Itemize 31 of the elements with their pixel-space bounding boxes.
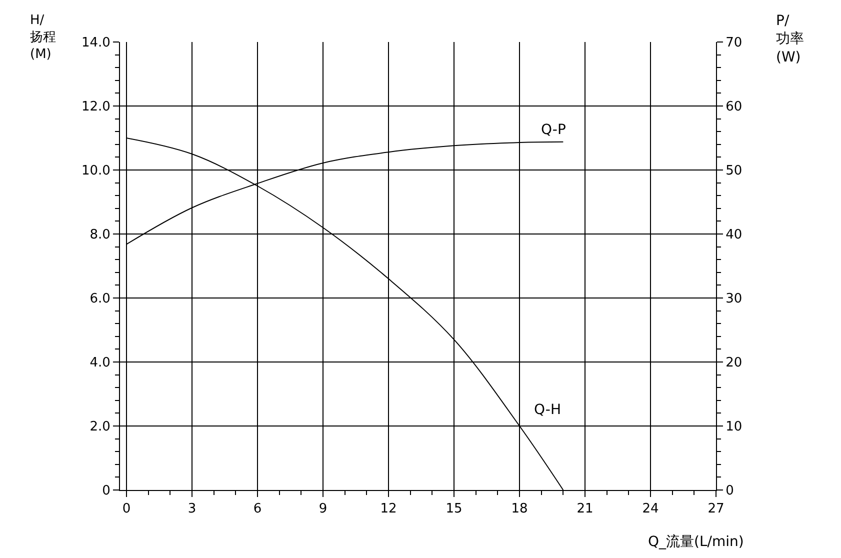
x-tick-label: 6	[253, 502, 262, 517]
y-tick-label: 4.0	[90, 356, 110, 371]
x-tick-label: 24	[642, 502, 659, 517]
y2-tick-label: 0	[726, 484, 734, 499]
y-tick-label: 0	[102, 484, 110, 499]
x-tick-label: 27	[708, 502, 724, 517]
y2-tick-label: 50	[726, 164, 742, 179]
y-axis-title: H/ 扬程 (M)	[30, 13, 56, 62]
x-tick-label: 9	[318, 502, 328, 517]
y-tick-label: 12.0	[81, 100, 110, 115]
x-tick-label: 12	[380, 502, 397, 517]
y2-tick-label: 60	[726, 100, 742, 115]
y-tick-label: 14.0	[81, 36, 110, 51]
x-axis-title: Q_流量(L/min)	[648, 534, 744, 550]
y-tick-label: 6.0	[90, 292, 110, 307]
y2-axis-title: P/ 功率 (W)	[776, 13, 804, 66]
y-tick-label: 2.0	[90, 420, 110, 435]
x-tick-label: 0	[122, 502, 131, 517]
x-tick-label: 21	[576, 502, 594, 517]
y-tick-label: 8.0	[90, 228, 110, 243]
y2-tick-label: 70	[726, 36, 742, 51]
y-tick-label: 10.0	[81, 164, 110, 179]
series-label: Q-P	[541, 122, 566, 138]
y2-tick-label: 30	[726, 292, 742, 307]
x-tick-label: 15	[446, 502, 462, 517]
y2-tick-label: 40	[726, 228, 742, 243]
y2-tick-label: 10	[726, 420, 742, 435]
x-tick-label: 18	[511, 502, 528, 517]
x-tick-label: 3	[188, 502, 196, 517]
series-label: Q-H	[534, 402, 561, 418]
y2-tick-label: 20	[726, 356, 742, 371]
